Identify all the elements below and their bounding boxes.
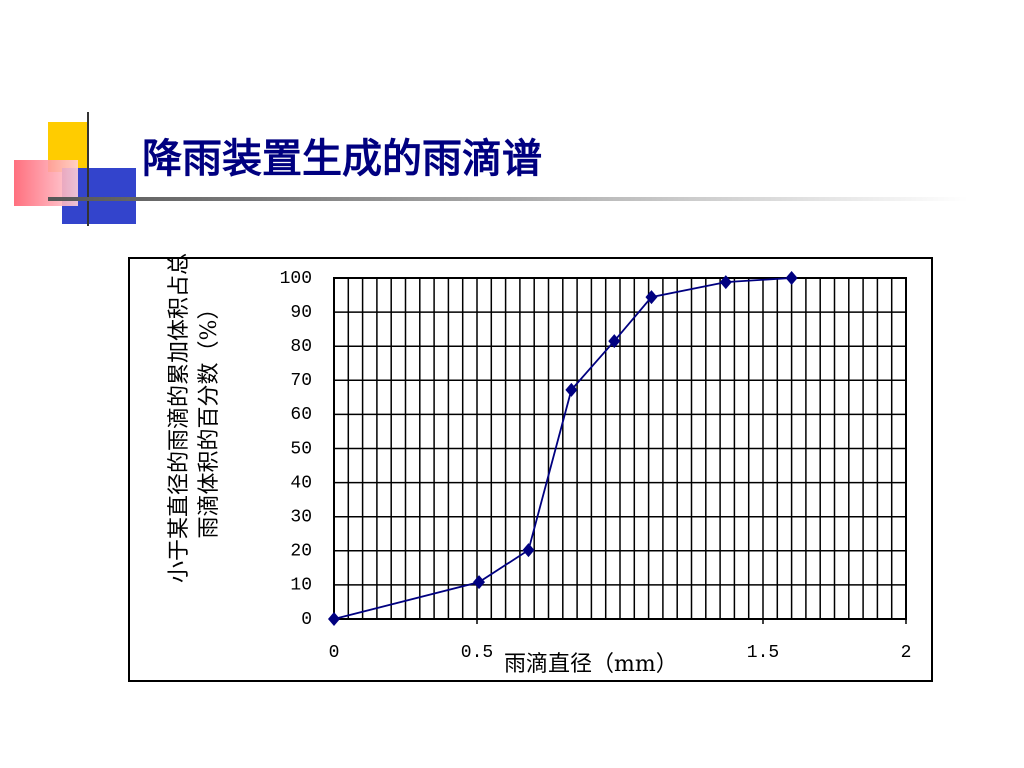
data-point — [645, 290, 658, 305]
x-tick-label: 1.5 — [747, 643, 779, 663]
y-axis-label: 小于某直径的雨滴的累加体积占总雨滴体积的百分数（%） — [167, 253, 222, 584]
y-tick-label: 40 — [290, 473, 312, 493]
y-tick-label: 50 — [290, 439, 312, 459]
x-tick-label: 2 — [901, 643, 912, 663]
data-point — [565, 382, 578, 397]
x-axis-label: 雨滴直径（mm） — [500, 646, 682, 678]
y-tick-label: 30 — [290, 507, 312, 527]
data-point — [608, 334, 621, 349]
data-point — [473, 575, 486, 590]
y-tick-label: 20 — [290, 542, 312, 562]
chart-title: 降雨装置生成的雨滴谱 — [142, 135, 542, 182]
data-point — [719, 275, 732, 290]
y-tick-label: 0 — [301, 610, 312, 630]
data-point — [328, 612, 340, 626]
data-point — [785, 271, 798, 285]
x-tick-label: 0 — [329, 643, 340, 663]
y-tick-label: 80 — [290, 337, 312, 357]
y-tick-label: 100 — [280, 269, 312, 289]
decoration — [14, 112, 968, 226]
data-line — [333, 277, 792, 620]
y-tick-label: 10 — [290, 576, 312, 596]
x-tick-label: 0.5 — [461, 643, 493, 663]
y-tick-label: 90 — [290, 303, 312, 323]
y-tick-label: 70 — [290, 371, 312, 391]
data-point — [522, 543, 535, 558]
y-tick-label: 60 — [290, 405, 312, 425]
